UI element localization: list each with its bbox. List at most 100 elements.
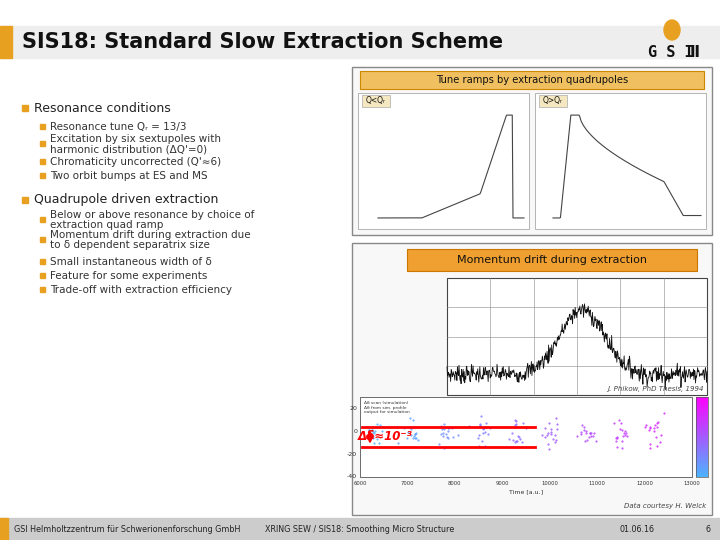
Bar — [696, 408, 708, 410]
Bar — [40, 217, 45, 222]
Bar — [358, 93, 529, 229]
Text: Resonance conditions: Resonance conditions — [34, 102, 171, 114]
Bar — [696, 472, 708, 474]
Bar — [696, 407, 708, 409]
Bar — [696, 447, 708, 449]
Text: extraction quad ramp: extraction quad ramp — [50, 220, 163, 230]
Bar — [696, 403, 708, 405]
Bar — [696, 423, 708, 425]
Bar — [352, 243, 712, 515]
Bar — [696, 424, 708, 427]
Text: Q<Qᵣ: Q<Qᵣ — [366, 97, 386, 105]
Bar — [40, 159, 45, 164]
Text: 0: 0 — [353, 429, 357, 434]
Bar — [696, 474, 708, 476]
Text: Time [a.u.]: Time [a.u.] — [509, 489, 543, 494]
Text: harmonic distribution (ΔQ'=0): harmonic distribution (ΔQ'=0) — [50, 144, 207, 154]
Bar — [696, 402, 708, 404]
Text: 7000: 7000 — [400, 481, 414, 486]
Bar — [696, 471, 708, 473]
Bar — [696, 455, 708, 457]
Bar — [539, 95, 567, 107]
Bar — [22, 105, 28, 111]
Bar — [696, 397, 708, 477]
Bar — [40, 237, 45, 242]
Text: 20: 20 — [349, 406, 357, 411]
Text: XRING SEW / SIS18: Smoothing Micro Structure: XRING SEW / SIS18: Smoothing Micro Struc… — [266, 524, 454, 534]
Text: GSI Helmholtzzentrum für Schwerionenforschung GmbH: GSI Helmholtzzentrum für Schwerionenfors… — [14, 524, 240, 534]
Bar — [696, 438, 708, 440]
Bar — [696, 418, 708, 420]
Bar — [696, 466, 708, 468]
Text: 8000: 8000 — [448, 481, 462, 486]
Text: 10000: 10000 — [541, 481, 558, 486]
Bar — [535, 93, 706, 229]
Text: Q>Qᵣ: Q>Qᵣ — [543, 97, 563, 105]
Bar — [696, 406, 708, 408]
Bar — [407, 249, 697, 271]
Bar — [696, 426, 708, 428]
Text: Momentum drift during extraction due: Momentum drift during extraction due — [50, 230, 251, 240]
Bar — [696, 462, 708, 464]
Bar — [0, 26, 12, 58]
Bar — [696, 414, 708, 416]
Bar — [696, 441, 708, 442]
Text: Resonance tune Qᵣ = 13/3: Resonance tune Qᵣ = 13/3 — [50, 122, 186, 132]
Text: Below or above resonance by choice of: Below or above resonance by choice of — [50, 210, 254, 220]
Text: Feature for some experiments: Feature for some experiments — [50, 271, 207, 281]
Bar — [696, 411, 708, 413]
Text: 01.06.16: 01.06.16 — [620, 524, 655, 534]
Bar — [696, 396, 708, 399]
Text: Data courtesy H. Welck: Data courtesy H. Welck — [624, 503, 706, 509]
Bar — [696, 416, 708, 419]
Text: 11000: 11000 — [589, 481, 606, 486]
Bar — [0, 518, 720, 540]
Bar — [0, 26, 720, 58]
Bar — [40, 124, 45, 129]
Bar — [40, 173, 45, 178]
Text: Trade-off with extraction efficiency: Trade-off with extraction efficiency — [50, 285, 232, 295]
Bar — [696, 410, 708, 411]
Text: Chromaticity uncorrected (Q'≈6): Chromaticity uncorrected (Q'≈6) — [50, 157, 221, 167]
Text: 6: 6 — [706, 524, 711, 534]
Bar — [40, 273, 45, 278]
Text: 12000: 12000 — [636, 481, 653, 486]
Bar — [696, 439, 708, 441]
Text: SIS18: Standard Slow Extraction Scheme: SIS18: Standard Slow Extraction Scheme — [22, 32, 503, 52]
Bar — [696, 456, 708, 458]
Bar — [696, 431, 708, 433]
Bar — [0, 518, 8, 540]
Bar — [696, 469, 708, 470]
Bar — [696, 470, 708, 471]
Text: J. Phikow, PhD Thesis, 1994: J. Phikow, PhD Thesis, 1994 — [608, 386, 704, 392]
Bar — [696, 442, 708, 444]
Text: 6000: 6000 — [354, 481, 366, 486]
Text: 13000: 13000 — [683, 481, 701, 486]
Bar — [696, 433, 708, 434]
Bar — [696, 436, 708, 438]
Bar — [40, 259, 45, 264]
Text: Δδ scan (simulation)
Δδ from sim. profile
output for simulation: Δδ scan (simulation) Δδ from sim. profil… — [364, 401, 410, 414]
Text: Two orbit bumps at ES and MS: Two orbit bumps at ES and MS — [50, 171, 207, 181]
Bar — [696, 429, 708, 430]
Bar — [696, 419, 708, 421]
Bar — [696, 398, 708, 400]
Bar — [696, 464, 708, 467]
Bar — [696, 458, 708, 460]
Bar — [22, 197, 28, 203]
Bar — [696, 446, 708, 448]
Bar — [696, 399, 708, 401]
Bar — [696, 444, 708, 447]
Bar — [696, 463, 708, 465]
Bar — [696, 435, 708, 437]
Text: Quadrupole driven extraction: Quadrupole driven extraction — [34, 193, 218, 206]
Text: -40: -40 — [347, 475, 357, 480]
Bar — [696, 421, 708, 422]
Bar — [696, 422, 708, 424]
Bar — [360, 71, 704, 89]
Bar — [696, 404, 708, 406]
Bar — [40, 287, 45, 292]
Bar — [696, 413, 708, 414]
Bar — [696, 427, 708, 429]
Bar — [696, 461, 708, 462]
